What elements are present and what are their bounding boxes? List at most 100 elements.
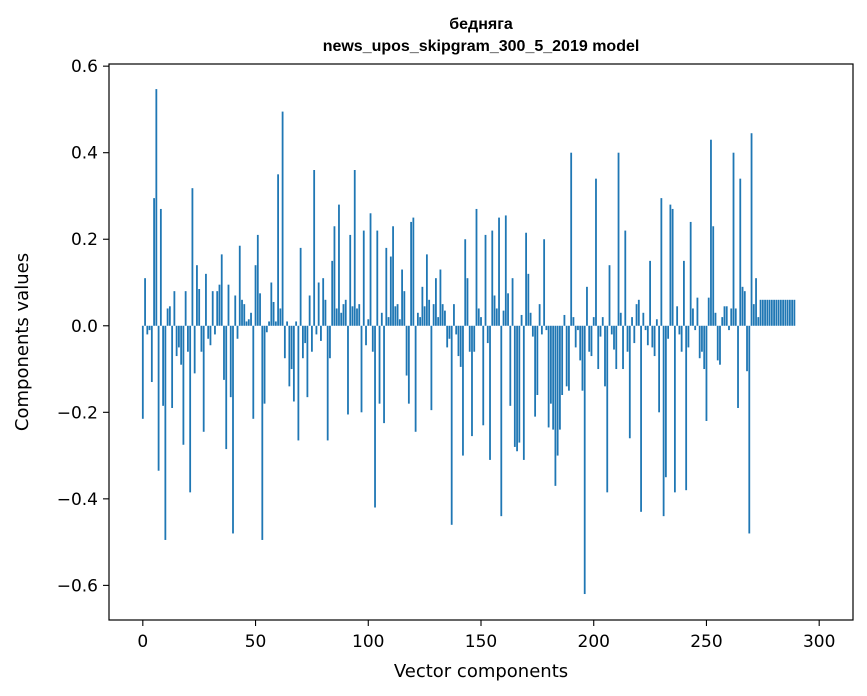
bar: [202, 325, 205, 432]
bar: [610, 325, 613, 335]
y-tick-label: −0.6: [57, 576, 98, 596]
bar: [468, 325, 471, 352]
bar: [628, 325, 631, 439]
bar: [770, 299, 773, 326]
bar: [189, 325, 192, 493]
y-tick-label: −0.2: [57, 403, 98, 423]
bar: [680, 325, 683, 352]
bar: [335, 308, 338, 326]
bar: [446, 325, 449, 348]
bar: [633, 325, 636, 344]
bar: [723, 306, 726, 326]
bar: [455, 325, 458, 335]
x-tick-label: 200: [578, 632, 610, 652]
bar: [453, 304, 455, 326]
bar: [387, 317, 390, 326]
bar: [342, 304, 345, 326]
bar: [383, 325, 385, 424]
bar: [613, 325, 615, 350]
bar: [196, 265, 198, 326]
bar: [340, 312, 343, 326]
bar: [313, 170, 316, 326]
bar: [759, 299, 762, 326]
bar: [425, 254, 428, 326]
bar: [396, 304, 399, 326]
bar: [644, 325, 647, 331]
bar: [653, 325, 656, 357]
bar: [493, 295, 496, 326]
bar: [432, 304, 435, 326]
bar: [658, 325, 661, 413]
bar: [536, 325, 539, 395]
bar: [597, 325, 600, 370]
y-tick-label: −0.4: [57, 490, 98, 510]
bar: [268, 321, 270, 326]
bar: [367, 319, 370, 326]
x-axis-ticks: 0 50 100 150 200 250 300: [137, 620, 835, 652]
bar: [473, 325, 476, 352]
bar: [180, 325, 183, 365]
bar: [471, 325, 473, 437]
bar: [150, 325, 153, 383]
bar: [678, 325, 681, 335]
x-axis-label: Vector components: [394, 661, 568, 682]
bar: [480, 317, 482, 326]
bar: [511, 278, 514, 326]
bar: [315, 325, 318, 335]
bar: [177, 325, 180, 348]
bar: [331, 260, 334, 326]
bar: [392, 226, 394, 326]
bar: [263, 325, 266, 404]
bar: [525, 232, 527, 326]
bar: [646, 325, 649, 346]
bar: [466, 278, 469, 326]
bar: [344, 299, 347, 326]
bar: [290, 325, 293, 370]
bar: [419, 317, 422, 326]
bar: [577, 325, 579, 331]
bar: [141, 325, 144, 419]
bar: [229, 325, 232, 398]
bar: [288, 325, 291, 387]
bar: [491, 230, 494, 326]
bar: [486, 325, 489, 344]
bar: [554, 325, 557, 486]
bar: [782, 299, 785, 326]
bar: [520, 314, 523, 326]
bar: [482, 325, 485, 426]
bar: [793, 299, 796, 326]
bar: [518, 325, 521, 443]
bar: [182, 325, 185, 445]
bar: [705, 325, 708, 421]
bar: [746, 325, 748, 372]
bar: [529, 312, 532, 326]
bar: [676, 306, 679, 326]
bar: [403, 291, 406, 326]
bar: [574, 325, 577, 348]
bar: [777, 299, 780, 326]
bar: [401, 269, 403, 326]
bar: [660, 198, 663, 326]
bar: [144, 278, 146, 326]
bar: [338, 204, 340, 326]
bar: [295, 321, 298, 326]
bar: [761, 299, 764, 326]
bar: [225, 325, 228, 450]
bar: [716, 325, 719, 361]
bar: [556, 325, 559, 456]
bar: [615, 325, 618, 370]
bar: [642, 312, 645, 326]
bar: [601, 317, 604, 326]
bar: [360, 325, 363, 413]
bar: [757, 317, 760, 326]
bar: [187, 325, 189, 352]
bar: [698, 325, 701, 359]
bar: [218, 284, 221, 326]
bar: [701, 325, 703, 352]
bar: [281, 111, 284, 326]
bar: [624, 230, 627, 326]
y-axis-ticks: −0.6 −0.4 −0.2 0.0 0.2 0.4 0.6: [57, 57, 109, 596]
bar: [540, 325, 543, 335]
bar: [687, 325, 690, 348]
bar: [398, 319, 401, 326]
